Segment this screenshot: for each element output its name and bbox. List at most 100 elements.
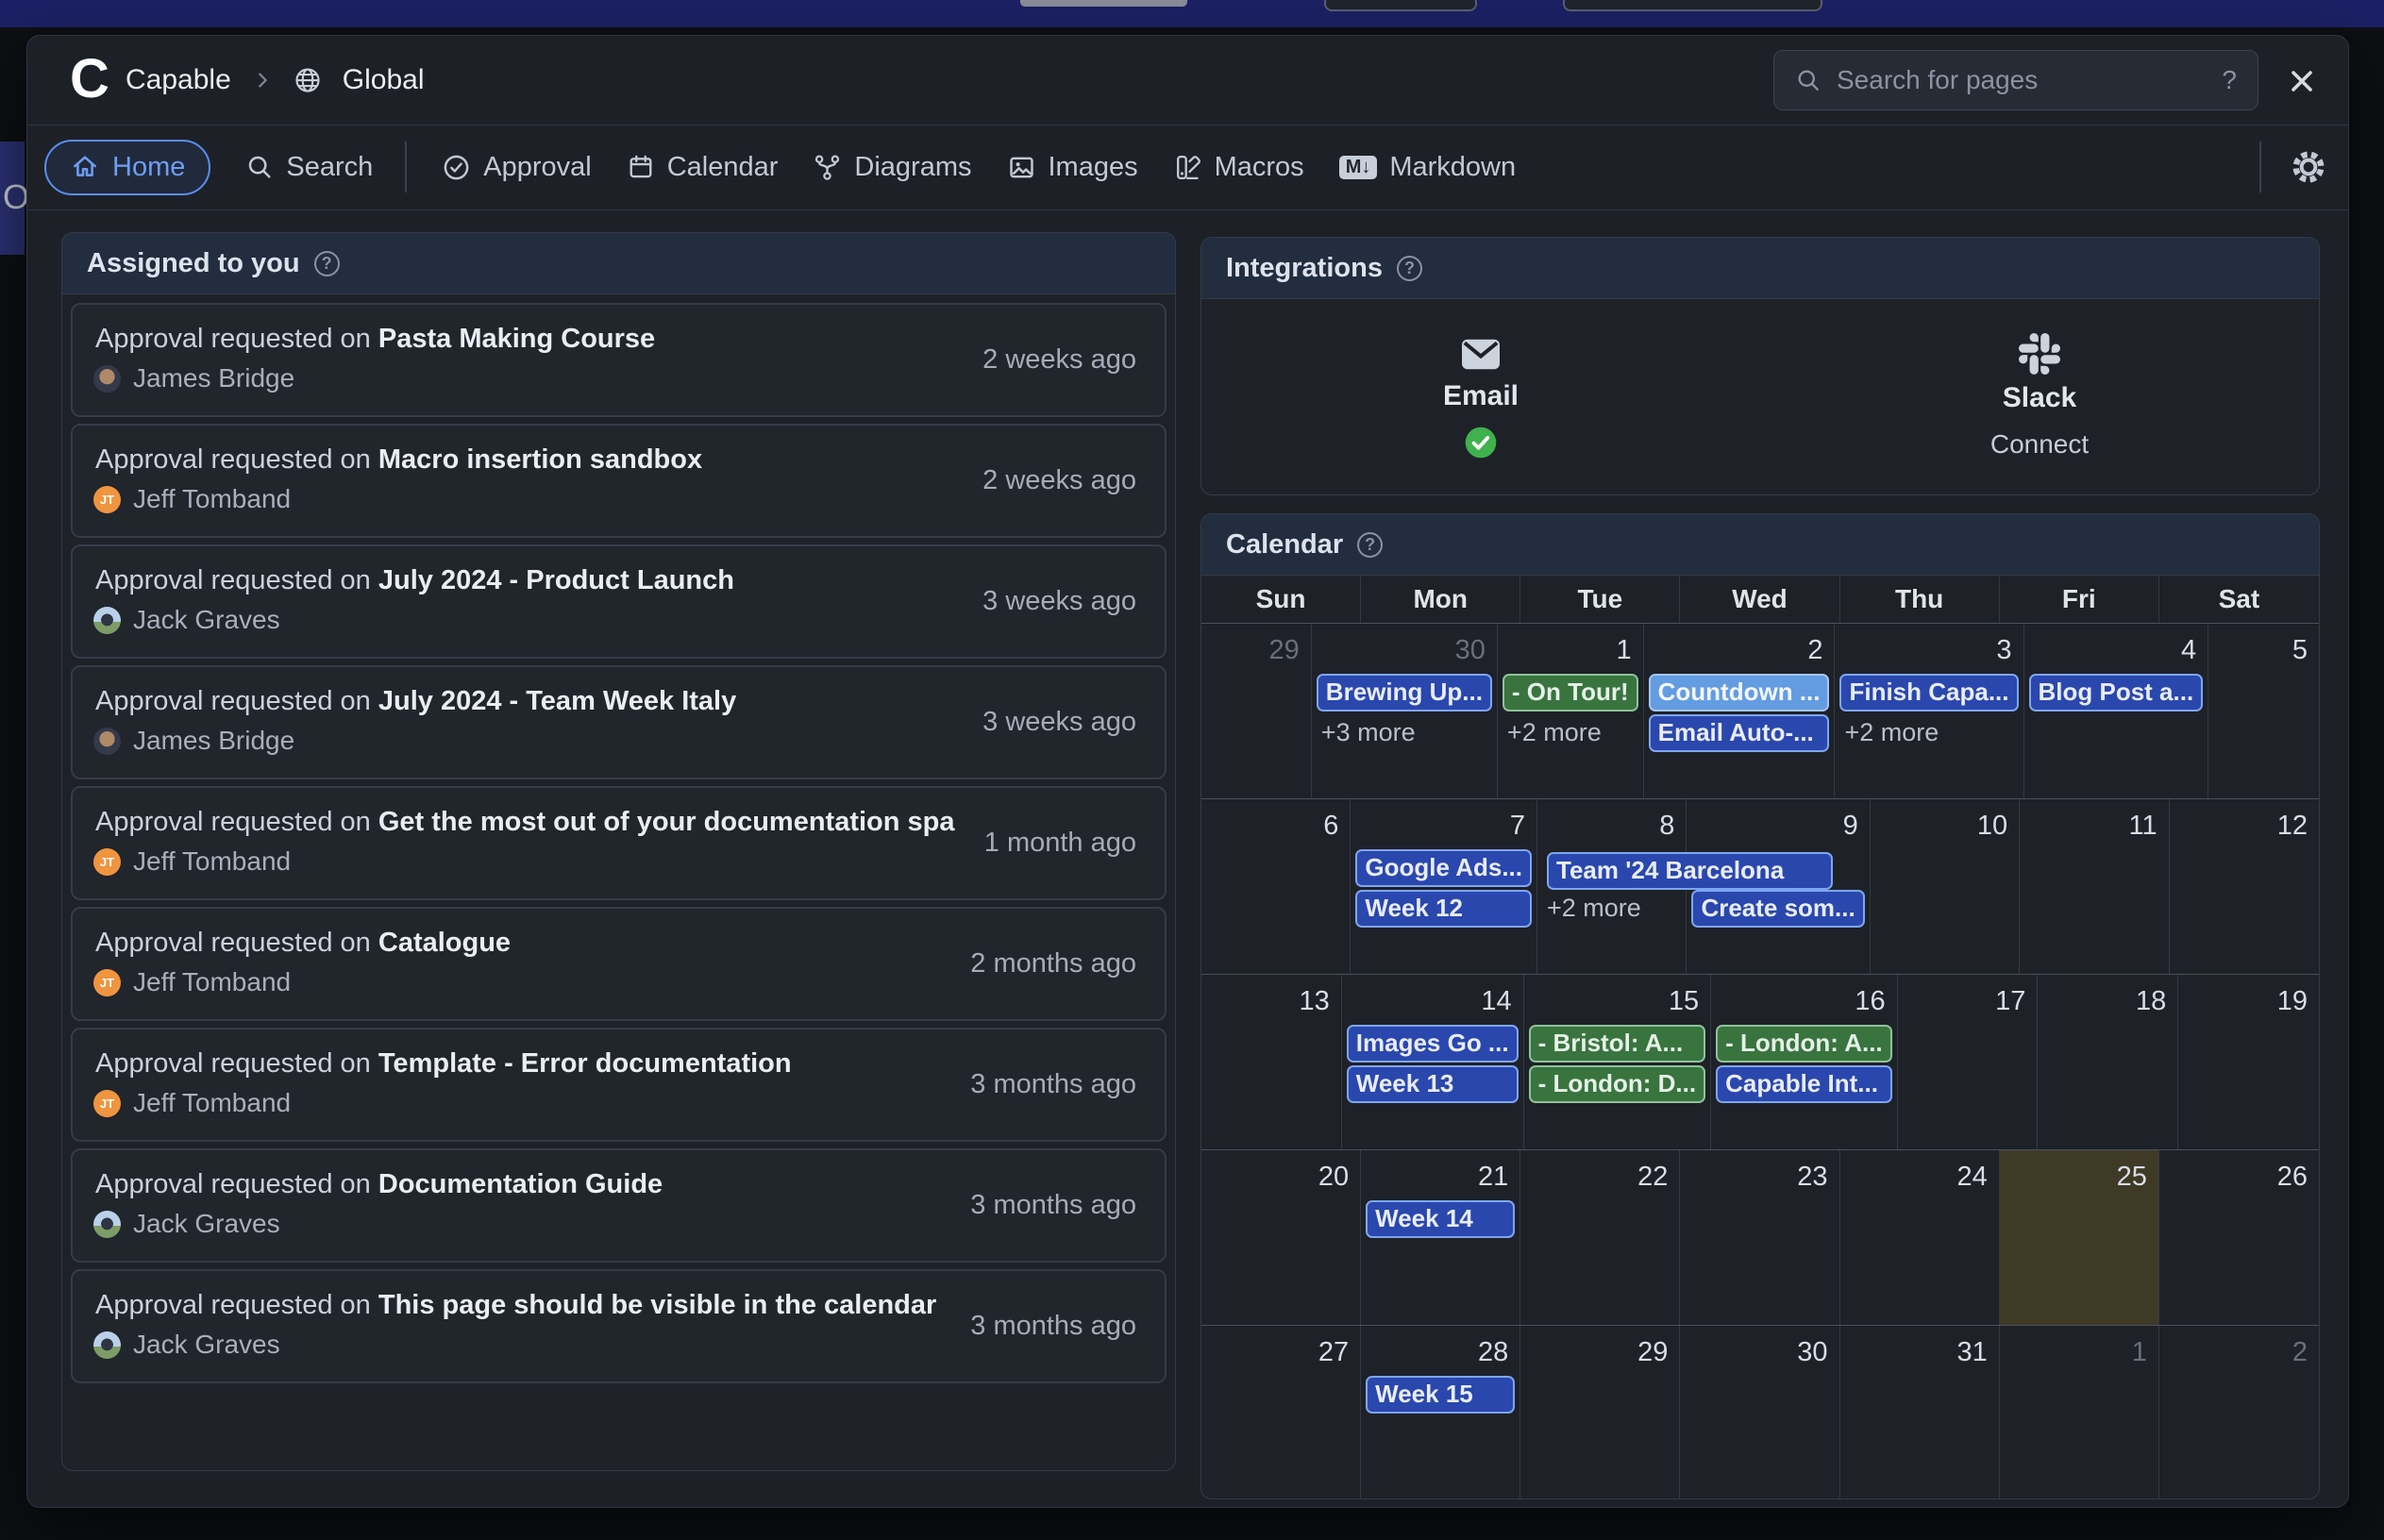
avatar bbox=[93, 606, 121, 634]
calendar-day-cell[interactable]: 20 bbox=[1201, 1150, 1362, 1325]
calendar-event-chip[interactable]: - London: A... bbox=[1716, 1025, 1892, 1063]
calendar-day-cell[interactable]: 2 bbox=[2159, 1326, 2319, 1498]
calendar-panel-header: Calendar ? bbox=[1201, 514, 2319, 576]
calendar-event-chip[interactable]: Google Ads... bbox=[1355, 849, 1533, 887]
nav-item-markdown[interactable]: M↓ Markdown bbox=[1338, 152, 1516, 183]
calendar-icon bbox=[627, 153, 655, 181]
email-connected-icon bbox=[1463, 425, 1499, 460]
calendar-day-number: 12 bbox=[2276, 811, 2308, 841]
calendar-day-cell[interactable]: 19 bbox=[2178, 975, 2319, 1149]
calendar-day-cell[interactable]: 10 bbox=[1871, 799, 2021, 974]
help-icon[interactable]: ? bbox=[1396, 255, 1422, 281]
calendar-day-cell-today[interactable]: 25 bbox=[1999, 1150, 2159, 1325]
calendar-event-chip[interactable]: - Bristol: A... bbox=[1528, 1025, 1706, 1063]
calendar-day-cell[interactable]: 12 bbox=[2170, 799, 2319, 974]
calendar-day-cell[interactable]: 30 Brewing Up... +3 more bbox=[1312, 624, 1498, 798]
approval-request-card[interactable]: Approval requested on July 2024 - Produc… bbox=[71, 544, 1167, 659]
avatar bbox=[93, 1210, 121, 1238]
calendar-day-cell[interactable]: 28 Week 15 bbox=[1361, 1326, 1521, 1498]
calendar-day-cell[interactable]: 8 Team '24 Barcelona +2 more bbox=[1537, 799, 1833, 974]
breadcrumb-space-name[interactable]: Global bbox=[342, 64, 425, 95]
slack-connect-button[interactable]: Connect bbox=[1989, 428, 2090, 459]
approval-request-card[interactable]: Approval requested on Get the most out o… bbox=[71, 786, 1167, 900]
approval-request-card[interactable]: Approval requested on This page should b… bbox=[71, 1269, 1167, 1383]
page-search-box[interactable]: ? bbox=[1773, 50, 2258, 110]
approval-request-card[interactable]: Approval requested on Macro insertion sa… bbox=[71, 424, 1167, 538]
calendar-event-chip[interactable]: Create som... bbox=[1691, 890, 1865, 928]
calendar-event-chip[interactable]: Week 14 bbox=[1366, 1200, 1516, 1238]
nav-item-macros[interactable]: Macros bbox=[1173, 152, 1304, 183]
calendar-day-cell[interactable]: 31 bbox=[1840, 1326, 2000, 1498]
calendar-more-link[interactable]: +2 more bbox=[1844, 718, 1939, 746]
calendar-day-cell[interactable]: 3 Finish Capa... +2 more bbox=[1835, 624, 2024, 798]
calendar-event-chip[interactable]: Brewing Up... bbox=[1316, 674, 1492, 711]
approval-card-page-name: This page should be visible in the calen… bbox=[378, 1290, 937, 1320]
calendar-event-chip[interactable]: Finish Capa... bbox=[1839, 674, 2019, 711]
calendar-day-cell[interactable]: 14 Images Go ... Week 13 bbox=[1342, 975, 1524, 1149]
integration-slack-tile[interactable]: Slack Connect bbox=[1760, 299, 2319, 494]
images-icon bbox=[1007, 153, 1036, 182]
calendar-day-cell[interactable]: 4 Blog Post a... bbox=[2024, 624, 2209, 798]
calendar-event-chip[interactable]: Countdown ... bbox=[1648, 674, 1830, 711]
help-icon[interactable]: ? bbox=[1357, 531, 1384, 558]
calendar-day-cell[interactable]: 11 bbox=[2020, 799, 2170, 974]
calendar-day-cell[interactable]: 18 bbox=[2038, 975, 2179, 1149]
approval-request-card[interactable]: Approval requested on July 2024 - Team W… bbox=[71, 665, 1167, 779]
calendar-day-cell[interactable]: 22 bbox=[1520, 1150, 1681, 1325]
calendar-more-link[interactable]: +2 more bbox=[1547, 894, 1641, 922]
calendar-day-cell[interactable]: 30 bbox=[1680, 1326, 1840, 1498]
breadcrumb-app-name[interactable]: Capable bbox=[126, 64, 231, 95]
calendar-event-chip[interactable]: Team '24 Barcelona bbox=[1547, 852, 1833, 890]
calendar-event-chip[interactable]: - London: D... bbox=[1528, 1065, 1706, 1103]
gear-icon[interactable] bbox=[2286, 144, 2331, 190]
diagrams-icon bbox=[813, 153, 842, 182]
nav-item-diagrams[interactable]: Diagrams bbox=[813, 152, 972, 183]
calendar-day-cell[interactable]: 13 bbox=[1201, 975, 1342, 1149]
calendar-day-cell[interactable]: 1 - On Tour! +2 more bbox=[1498, 624, 1644, 798]
nav-item-approval[interactable]: Approval bbox=[442, 152, 592, 183]
nav-item-calendar[interactable]: Calendar bbox=[627, 152, 778, 183]
approval-card-user: Jack Graves bbox=[93, 1330, 280, 1360]
approval-request-card[interactable]: Approval requested on Catalogue JT Jeff To… bbox=[71, 907, 1167, 1021]
calendar-day-cell[interactable]: 2 Countdown ... Email Auto-... bbox=[1644, 624, 1836, 798]
help-icon[interactable]: ? bbox=[313, 250, 340, 276]
calendar-day-cell[interactable]: 15 - Bristol: A... - London: D... bbox=[1524, 975, 1712, 1149]
calendar-more-link[interactable]: +3 more bbox=[1320, 718, 1416, 746]
calendar-day-cell[interactable]: 5 bbox=[2208, 624, 2319, 798]
approval-request-card[interactable]: Approval requested on Template - Error d… bbox=[71, 1028, 1167, 1142]
calendar-event-chip[interactable]: Capable Int... bbox=[1716, 1065, 1892, 1103]
calendar-day-cell[interactable]: 17 bbox=[1898, 975, 2039, 1149]
calendar-day-cell[interactable]: 1 bbox=[2000, 1326, 2159, 1498]
approval-request-card[interactable]: Approval requested on Documentation Guid… bbox=[71, 1148, 1167, 1263]
calendar-day-cell[interactable]: 26 bbox=[2159, 1150, 2319, 1325]
calendar-day-cell[interactable]: 9 Create som... bbox=[1687, 799, 1871, 974]
nav-item-search[interactable]: Search bbox=[245, 152, 373, 183]
calendar-day-cell[interactable]: 29 bbox=[1201, 624, 1312, 798]
close-icon[interactable] bbox=[2281, 60, 2323, 102]
calendar-event-chip[interactable]: Week 13 bbox=[1346, 1065, 1519, 1103]
calendar-event-chip[interactable]: Images Go ... bbox=[1346, 1025, 1519, 1063]
calendar-day-cell[interactable]: 29 bbox=[1520, 1326, 1681, 1498]
calendar-event-chip[interactable]: Email Auto-... bbox=[1648, 714, 1830, 752]
approval-card-timestamp: 3 weeks ago bbox=[982, 707, 1136, 737]
calendar-day-number: 4 bbox=[2181, 635, 2197, 665]
calendar-day-cell[interactable]: 24 bbox=[1840, 1150, 2000, 1325]
search-input[interactable] bbox=[1835, 64, 2209, 96]
calendar-event-chip[interactable]: Week 12 bbox=[1355, 890, 1533, 928]
calendar-event-chip[interactable]: Blog Post a... bbox=[2028, 674, 2204, 711]
approval-card-page-name: July 2024 - Product Launch bbox=[378, 565, 734, 595]
calendar-day-cell[interactable]: 16 - London: A... Capable Int... bbox=[1711, 975, 1898, 1149]
approval-request-card[interactable]: Approval requested on Pasta Making Cours… bbox=[71, 303, 1167, 417]
integration-email-tile[interactable]: Email bbox=[1201, 299, 1760, 494]
calendar-day-cell[interactable]: 7 Google Ads... Week 12 bbox=[1351, 799, 1538, 974]
calendar-event-chip[interactable]: Week 15 bbox=[1366, 1376, 1516, 1414]
calendar-more-link[interactable]: +2 more bbox=[1506, 718, 1602, 746]
nav-item-images[interactable]: Images bbox=[1007, 152, 1138, 183]
calendar-event-chip[interactable]: - On Tour! bbox=[1502, 674, 1638, 711]
nav-item-home[interactable]: Home bbox=[44, 139, 211, 195]
calendar-day-cell[interactable]: 27 bbox=[1201, 1326, 1362, 1498]
calendar-day-cell[interactable]: 6 bbox=[1201, 799, 1351, 974]
calendar-day-cell[interactable]: 21 Week 14 bbox=[1361, 1150, 1521, 1325]
calendar-day-cell[interactable]: 23 bbox=[1680, 1150, 1840, 1325]
calendar-day-number: 25 bbox=[2116, 1162, 2147, 1192]
